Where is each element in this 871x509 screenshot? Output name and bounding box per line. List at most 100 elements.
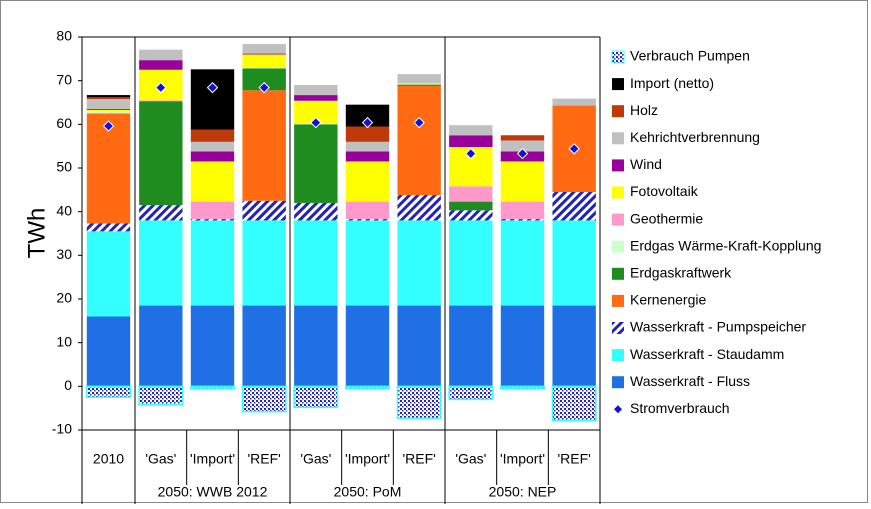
legend-label: Erdgas Wärme-Kraft-Kopplung xyxy=(630,237,821,253)
legend-swatch xyxy=(612,159,624,171)
bar-segment xyxy=(294,386,337,407)
bar-segment xyxy=(191,219,234,220)
y-tick-label: 10 xyxy=(56,333,72,349)
group-label: 2050: PoM xyxy=(334,484,402,500)
bar-segment xyxy=(191,142,234,152)
bar-segment xyxy=(242,220,285,305)
legend-label: Kernenergie xyxy=(630,292,706,308)
bar-segment xyxy=(449,210,492,220)
bar-segment xyxy=(552,220,595,305)
legend-label: Wind xyxy=(630,156,662,172)
legend-swatch xyxy=(612,51,624,63)
bar-segment xyxy=(346,161,389,201)
legend-label: Wasserkraft - Staudamm xyxy=(630,346,784,362)
x-tick-label: 'Import' xyxy=(190,451,235,467)
legend-swatch xyxy=(612,78,624,90)
bar-segment xyxy=(87,111,130,113)
legend-label: Erdgaskraftwerk xyxy=(630,265,732,281)
bar-segment xyxy=(87,110,130,111)
x-tick-label: 'Import' xyxy=(500,451,545,467)
legend-swatch xyxy=(612,214,624,226)
bar-segment xyxy=(294,220,337,305)
bar-segment xyxy=(449,220,492,305)
bar-segment xyxy=(346,151,389,161)
bar-segment xyxy=(139,50,182,60)
bar-segment xyxy=(87,231,130,316)
legend-label: Stromverbrauch xyxy=(630,400,730,416)
bar-segment xyxy=(139,205,182,220)
bar-segment xyxy=(397,85,440,86)
bar-segment xyxy=(501,386,544,388)
bar-segment xyxy=(552,306,595,387)
x-tick-label: 'REF' xyxy=(402,451,435,467)
bar-segment xyxy=(242,44,285,54)
legend-swatch xyxy=(612,295,624,307)
x-tick-label: 2010 xyxy=(93,451,124,467)
y-tick-label: 60 xyxy=(56,115,72,131)
bar-segment xyxy=(449,125,492,135)
bar-segment xyxy=(449,202,492,211)
bar-segment xyxy=(449,186,492,201)
x-tick-label: 'REF' xyxy=(247,451,280,467)
legend-label: Wasserkraft - Fluss xyxy=(630,373,750,389)
bar-segment xyxy=(397,220,440,305)
bar-segment xyxy=(191,151,234,161)
bar-segment xyxy=(294,306,337,387)
bar-segment xyxy=(501,161,544,201)
x-tick-label: 'REF' xyxy=(557,451,590,467)
y-tick-label: 40 xyxy=(56,202,72,218)
bar-segment xyxy=(501,202,544,219)
bar-segment xyxy=(87,316,130,386)
bar-segment xyxy=(501,135,544,140)
bar-segment xyxy=(242,90,285,200)
bar-segment xyxy=(346,386,389,388)
y-axis-label: TWh xyxy=(23,208,50,259)
legend-swatch xyxy=(612,349,624,361)
bar-segment xyxy=(501,219,544,220)
bar-segment xyxy=(501,220,544,305)
bar-segment xyxy=(397,306,440,387)
x-tick-label: 'Gas' xyxy=(455,451,486,467)
bar-segment xyxy=(346,142,389,152)
bar-segment xyxy=(139,306,182,387)
bar-segment xyxy=(346,127,389,142)
bar-segment xyxy=(397,86,440,195)
bar-segment xyxy=(139,386,182,404)
bar-segment xyxy=(191,69,234,129)
group-label: 2050: WWB 2012 xyxy=(158,484,268,500)
bar-segment xyxy=(87,109,130,110)
legend-label: Geothermie xyxy=(630,210,703,226)
bar-segment xyxy=(139,101,182,205)
legend-swatch xyxy=(612,268,624,280)
bar-segment xyxy=(449,135,492,147)
bar-segment xyxy=(191,202,234,219)
bar-segment xyxy=(191,386,234,388)
legend-swatch xyxy=(612,241,624,253)
y-tick-label: 70 xyxy=(56,71,72,87)
y-tick-label: -10 xyxy=(52,421,72,437)
bar-segment xyxy=(191,130,234,142)
bar-segment xyxy=(242,201,285,221)
bar-segment xyxy=(191,306,234,387)
legend-label: Import (netto) xyxy=(630,75,714,91)
bar-segment xyxy=(501,306,544,387)
x-tick-label: 'Import' xyxy=(345,451,390,467)
bar-segment xyxy=(449,386,492,399)
bar-segment xyxy=(191,220,234,305)
bar-segment xyxy=(242,68,285,69)
y-tick-label: 20 xyxy=(56,290,72,306)
x-tick-label: 'Gas' xyxy=(300,451,331,467)
bar-segment xyxy=(87,95,130,97)
bar-segment xyxy=(294,124,337,203)
bar-segment xyxy=(139,60,182,70)
legend-swatch xyxy=(612,187,624,199)
bar-segment xyxy=(397,83,440,84)
bar-segment xyxy=(449,306,492,387)
group-label: 2050: NEP xyxy=(489,484,557,500)
bar-segment xyxy=(552,386,595,420)
bar-segment xyxy=(139,220,182,305)
legend-swatch xyxy=(612,376,624,388)
bar-segment xyxy=(242,54,285,55)
legend-label: Kehrichtverbrennung xyxy=(630,129,760,145)
bar-segment xyxy=(242,306,285,387)
